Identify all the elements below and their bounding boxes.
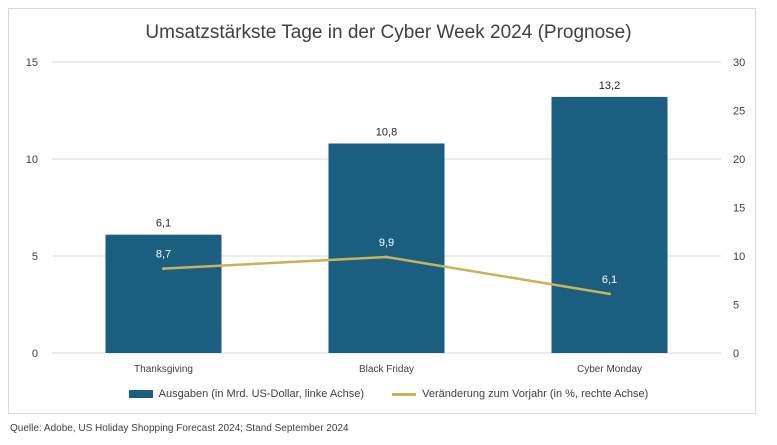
legend-item-bars: Ausgaben (in Mrd. US-Dollar, linke Achse…: [128, 388, 365, 400]
y-right-tick-label: 5: [733, 300, 739, 312]
line-point: [608, 292, 611, 296]
x-tick-label: Black Friday: [359, 364, 414, 375]
source-note: Quelle: Adobe, US Holiday Shopping Forec…: [10, 423, 349, 434]
line-point: [162, 267, 165, 271]
y-right-tick-label: 20: [733, 154, 745, 166]
line-data-label: 9,9: [379, 237, 394, 249]
bar: [551, 96, 668, 354]
y-right-tick-label: 10: [733, 251, 745, 263]
y-right-tick-label: 15: [733, 203, 745, 215]
legend-label-line: Veränderung zum Vorjahr (in %, rechte Ac…: [422, 388, 649, 400]
legend-swatch-line: [392, 392, 417, 396]
bar-data-label: 10,8: [376, 126, 397, 138]
y-left-tick-label: 0: [32, 348, 38, 360]
line-point: [385, 255, 388, 259]
bar: [105, 234, 222, 353]
y-right-tick-label: 25: [733, 106, 745, 118]
y-right-tick-label: 30: [733, 57, 745, 69]
x-tick-label: Thanksgiving: [134, 364, 193, 375]
bar-data-label: 6,1: [156, 218, 171, 230]
line-data-label: 6,1: [602, 274, 617, 286]
y-left-tick-label: 10: [26, 154, 38, 166]
x-tick-label: Cyber Monday: [577, 364, 642, 375]
legend-swatch-bars: [128, 390, 153, 398]
legend-label-bars: Ausgaben (in Mrd. US-Dollar, linke Achse…: [158, 388, 365, 400]
bar-data-label: 13,2: [599, 80, 620, 92]
y-left-tick-label: 15: [26, 57, 38, 69]
chart-title: Umsatzstärkste Tage in der Cyber Week 20…: [145, 22, 632, 43]
y-right-tick-label: 0: [733, 348, 739, 360]
chart-legend: Ausgaben (in Mrd. US-Dollar, linke Achse…: [0, 388, 777, 400]
line-data-label: 8,7: [156, 249, 171, 261]
y-left-tick-label: 5: [32, 251, 38, 263]
legend-item-line: Veränderung zum Vorjahr (in %, rechte Ac…: [392, 388, 648, 400]
bar: [328, 143, 445, 353]
